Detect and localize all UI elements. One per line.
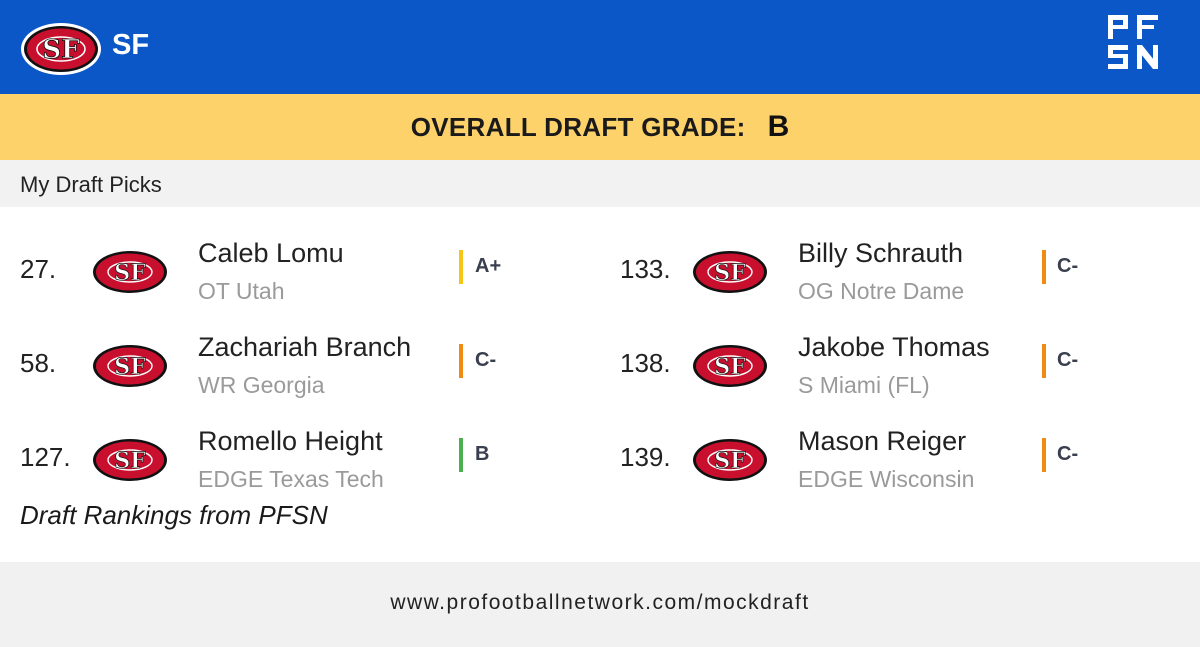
pick-grade: C- xyxy=(475,349,497,371)
grade-color-marker xyxy=(1042,250,1046,284)
49ers-logo-icon: SF xyxy=(93,439,167,481)
pick-grade: B xyxy=(475,443,490,465)
draft-pick: 58. SF Zachariah Branch WR Georgia C- xyxy=(20,330,580,410)
svg-text:SF: SF xyxy=(114,448,146,474)
pick-number: 58. xyxy=(20,348,57,378)
49ers-logo-icon: SF xyxy=(93,345,167,387)
grade-color-marker xyxy=(1042,344,1046,378)
footer-url[interactable]: www.profootballnetwork.com/mockdraft xyxy=(390,591,810,614)
pick-grade: C- xyxy=(1057,255,1079,277)
player-position-school: OG Notre Dame xyxy=(798,278,965,304)
player-name: Jakobe Thomas xyxy=(798,332,990,362)
player-position-school: WR Georgia xyxy=(198,372,325,398)
draft-pick: 139. SF Mason Reiger EDGE Wisconsin C- xyxy=(620,424,1180,504)
svg-text:SF: SF xyxy=(114,354,146,380)
49ers-logo-icon: SF xyxy=(693,345,767,387)
team-abbreviation: SF xyxy=(112,29,150,61)
player-name: Caleb Lomu xyxy=(198,238,344,268)
pick-number: 138. xyxy=(620,348,671,378)
pick-number: 27. xyxy=(20,254,57,284)
section-header: My Draft Picks xyxy=(0,160,1200,207)
draft-pick: 138. SF Jakobe Thomas S Miami (FL) C- xyxy=(620,330,1180,410)
49ers-logo-icon: SF xyxy=(93,251,167,293)
svg-text:SF: SF xyxy=(714,448,746,474)
player-name: Romello Height xyxy=(198,426,383,456)
grade-color-marker xyxy=(459,250,463,284)
player-position-school: S Miami (FL) xyxy=(798,372,930,398)
rankings-note: Draft Rankings from PFSN xyxy=(20,500,328,530)
svg-text:SF: SF xyxy=(714,260,746,286)
grade-color-marker xyxy=(1042,438,1046,472)
draft-pick: 133. SF Billy Schrauth OG Notre Dame C- xyxy=(620,236,1180,316)
overall-grade-bar: OVERALL DRAFT GRADE: B xyxy=(0,94,1200,160)
pick-grade: C- xyxy=(1057,349,1079,371)
pfsn-logo-icon xyxy=(1108,15,1158,69)
overall-grade-label: OVERALL DRAFT GRADE: xyxy=(410,111,746,142)
overall-grade-value: B xyxy=(767,110,790,143)
player-name: Zachariah Branch xyxy=(198,332,412,362)
49ers-logo-icon: SF xyxy=(693,439,767,481)
grade-color-marker xyxy=(459,438,463,472)
pick-number: 139. xyxy=(620,442,671,472)
player-name: Mason Reiger xyxy=(798,426,967,456)
draft-pick: 127. SF Romello Height EDGE Texas Tech B xyxy=(20,424,580,504)
pick-grade: C- xyxy=(1057,443,1079,465)
header-bar: SF SF xyxy=(0,0,1200,94)
svg-text:SF: SF xyxy=(714,354,746,380)
pick-grade: A+ xyxy=(475,255,502,277)
player-position-school: OT Utah xyxy=(198,278,285,304)
pick-number: 133. xyxy=(620,254,671,284)
player-name: Billy Schrauth xyxy=(798,238,964,268)
section-title: My Draft Picks xyxy=(20,172,162,197)
svg-text:SF: SF xyxy=(42,35,80,65)
49ers-logo-icon: SF xyxy=(693,251,767,293)
49ers-logo-icon: SF xyxy=(21,23,101,75)
footer-bar: www.profootballnetwork.com/mockdraft xyxy=(0,562,1200,647)
svg-text:SF: SF xyxy=(114,260,146,286)
pick-number: 127. xyxy=(20,442,71,472)
draft-pick: 27. SF Caleb Lomu OT Utah A+ xyxy=(20,236,580,316)
grade-color-marker xyxy=(459,344,463,378)
player-position-school: EDGE Wisconsin xyxy=(798,466,975,492)
player-position-school: EDGE Texas Tech xyxy=(198,466,384,492)
